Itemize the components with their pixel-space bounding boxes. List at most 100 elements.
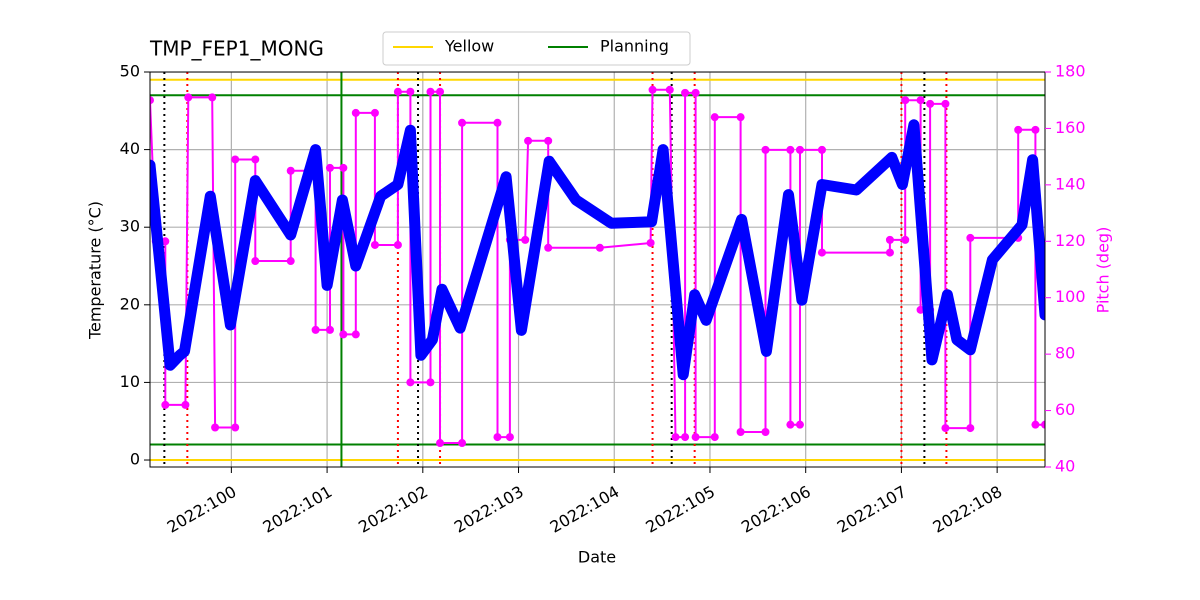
y2-tick-label: 160 — [1055, 118, 1086, 137]
pitch-marker — [736, 428, 745, 437]
y-tick-label: 10 — [120, 372, 140, 391]
pitch-marker — [311, 325, 320, 334]
pitch-marker — [161, 400, 170, 409]
pitch-marker — [393, 87, 402, 96]
pitch-marker — [231, 155, 240, 164]
pitch-marker — [681, 88, 690, 97]
pitch-marker — [286, 166, 295, 175]
pitch-marker — [211, 423, 220, 432]
pitch-marker — [966, 424, 975, 433]
pitch-marker — [339, 163, 348, 172]
pitch-marker — [458, 118, 467, 127]
pitch-marker — [795, 420, 804, 429]
pitch-marker — [406, 378, 415, 387]
axes-frame — [149, 71, 1046, 468]
y-axis-label: Temperature (°C) — [86, 201, 105, 340]
y2-tick-label: 180 — [1055, 62, 1086, 81]
pitch-marker — [184, 93, 193, 102]
pitch-marker — [648, 85, 657, 94]
pitch-marker — [325, 163, 334, 172]
legend-label: Planning — [600, 37, 669, 56]
pitch-marker — [1031, 125, 1040, 134]
y-tick-label: 30 — [120, 217, 140, 236]
pitch-marker — [595, 243, 604, 252]
pitch-marker — [885, 235, 894, 244]
pitch-marker — [786, 145, 795, 154]
pitch-marker — [370, 240, 379, 249]
pitch-marker — [505, 433, 514, 442]
pitch-marker — [916, 96, 925, 105]
y2-tick-label: 100 — [1055, 287, 1086, 306]
pitch-marker — [208, 93, 217, 102]
y2-tick-label: 120 — [1055, 231, 1086, 250]
y2-tick-label: 60 — [1055, 400, 1075, 419]
pitch-marker — [941, 424, 950, 433]
pitch-marker — [665, 85, 674, 94]
pitch-marker — [521, 235, 530, 244]
pitch-marker — [671, 433, 680, 442]
pitch-marker — [426, 378, 435, 387]
pitch-marker — [493, 433, 502, 442]
pitch-marker — [966, 233, 975, 242]
pitch-marker — [710, 113, 719, 122]
pitch-marker — [761, 145, 770, 154]
pitch-marker — [436, 439, 445, 448]
temperature-line — [150, 119, 1045, 381]
pitch-marker — [710, 433, 719, 442]
pitch-marker — [646, 238, 655, 247]
pitch-marker — [1014, 125, 1023, 134]
pitch-marker — [393, 240, 402, 249]
pitch-marker — [231, 423, 240, 432]
y-tick-label: 40 — [120, 139, 140, 158]
pitch-marker — [325, 325, 334, 334]
pitch-marker — [691, 88, 700, 97]
pitch-marker — [1041, 420, 1045, 429]
pitch-marker — [370, 108, 379, 117]
y2-tick-label: 40 — [1055, 457, 1075, 476]
pitch-marker — [406, 87, 415, 96]
y2-tick-label: 80 — [1055, 344, 1075, 363]
y-tick-label: 20 — [120, 294, 140, 313]
pitch-marker — [150, 96, 154, 105]
pitch-marker — [181, 400, 190, 409]
pitch-marker — [885, 248, 894, 257]
pitch-marker — [351, 330, 360, 339]
plot-area — [150, 72, 1045, 467]
y-tick-label: 50 — [120, 62, 140, 81]
pitch-marker — [817, 248, 826, 257]
pitch-marker — [901, 235, 910, 244]
pitch-marker — [458, 439, 467, 448]
pitch-marker — [817, 145, 826, 154]
pitch-marker — [251, 155, 260, 164]
pitch-marker — [339, 330, 348, 339]
pitch-marker — [691, 433, 700, 442]
pitch-marker — [493, 118, 502, 127]
pitch-marker — [941, 99, 950, 108]
legend-label: Yellow — [444, 37, 494, 56]
pitch-marker — [1031, 420, 1040, 429]
pitch-marker — [901, 96, 910, 105]
y2-axis-label: Pitch (deg) — [1094, 227, 1113, 314]
pitch-marker — [351, 108, 360, 117]
legend-box — [382, 31, 691, 66]
x-axis-label: Date — [578, 548, 616, 567]
pitch-marker — [736, 113, 745, 122]
pitch-marker — [761, 428, 770, 437]
y2-tick-label: 140 — [1055, 174, 1086, 193]
pitch-marker — [426, 87, 435, 96]
pitch-marker — [524, 136, 533, 145]
pitch-marker — [795, 145, 804, 154]
pitch-line — [150, 88, 1045, 444]
pitch-marker — [681, 433, 690, 442]
pitch-marker — [436, 87, 445, 96]
pitch-marker — [544, 243, 553, 252]
pitch-marker — [926, 99, 935, 108]
pitch-marker — [251, 257, 260, 266]
chart-title: TMP_FEP1_MONG — [149, 37, 324, 61]
pitch-marker — [544, 136, 553, 145]
pitch-marker — [786, 420, 795, 429]
pitch-marker — [286, 257, 295, 266]
y-tick-label: 0 — [130, 450, 140, 469]
